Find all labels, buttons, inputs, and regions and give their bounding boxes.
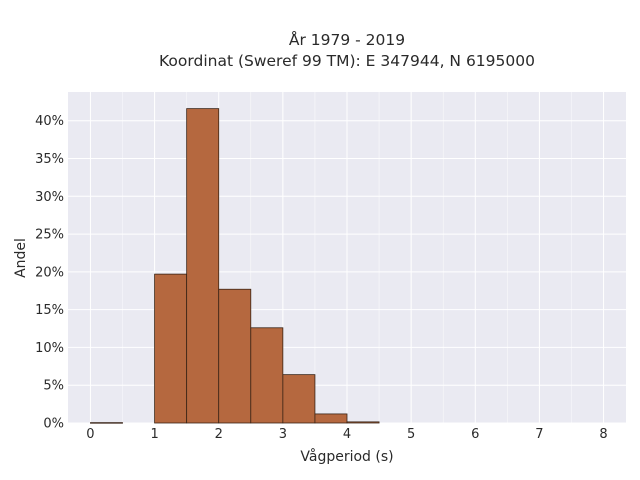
y-tick-label: 5% [43,379,64,394]
y-tick-label: 35% [35,152,64,167]
x-axis-label: Vågperiod (s) [300,448,393,465]
y-axis-ticks: 0% 5% 10% 15% 20% 25% 30% 35% 40% [35,114,64,431]
histogram-bar [250,327,284,424]
x-tick-label: 6 [471,427,479,442]
histogram-bars [90,108,380,424]
chart-title-line-2: Koordinat (Sweref 99 TM): E 347944, N 61… [159,52,535,70]
x-axis-ticks: 0 1 2 3 4 5 6 7 8 [86,427,607,442]
y-tick-label: 30% [35,190,64,205]
y-tick-label: 10% [35,341,64,356]
x-tick-label: 3 [279,427,287,442]
histogram-bar [154,273,188,424]
histogram-bar [346,421,380,424]
x-tick-label: 0 [86,427,94,442]
histogram-bar [218,288,252,424]
histogram-bar [90,422,123,424]
y-tick-label: 15% [35,303,64,318]
chart-title-line-1: År 1979 - 2019 [289,30,405,49]
x-tick-label: 8 [599,427,607,442]
x-tick-label: 4 [343,427,351,442]
x-tick-label: 2 [215,427,223,442]
histogram-bar [186,108,220,424]
x-tick-label: 5 [407,427,415,442]
y-tick-label: 0% [43,417,64,432]
y-tick-label: 25% [35,228,64,243]
x-tick-label: 1 [150,427,158,442]
histogram-bar [282,374,316,424]
y-tick-label: 20% [35,265,64,280]
histogram-bar [314,413,348,424]
x-tick-label: 7 [535,427,543,442]
y-axis-label: Andel [13,238,29,278]
y-tick-label: 40% [35,114,64,129]
